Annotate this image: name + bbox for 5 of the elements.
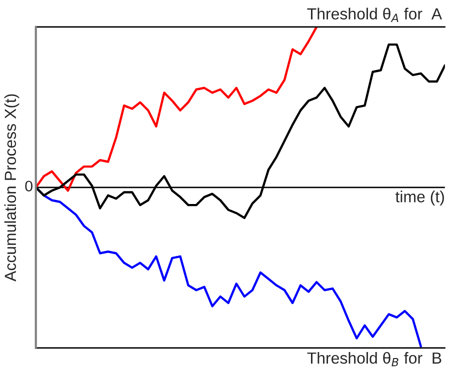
text: 0 <box>25 180 32 192</box>
y-axis-title: Accumulation Process X(t) <box>4 94 20 282</box>
x-axis-title: time (t) <box>395 190 444 206</box>
ref-line-label: Threshold θ$_{B}$ for B <box>307 352 442 366</box>
ref-line-label: Threshold θ$_{A}$ for A <box>307 8 442 22</box>
